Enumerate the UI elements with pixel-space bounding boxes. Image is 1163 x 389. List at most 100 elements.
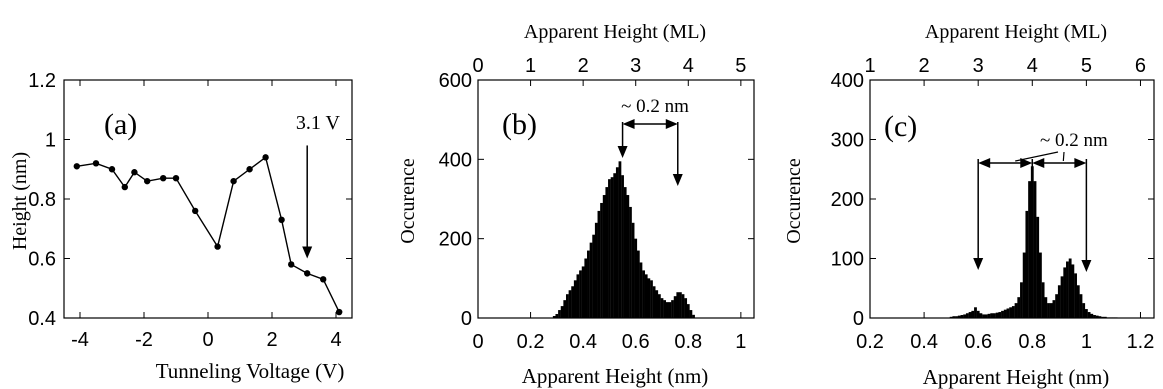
panel-b-xlabel: Apparent Height (nm)	[522, 364, 709, 388]
panel-b-bar	[602, 195, 606, 318]
panel-c-xtick-label: 0.8	[1018, 331, 1046, 353]
panel-c-bar	[1066, 261, 1069, 318]
panel-a-annotation-arrow-head	[302, 246, 313, 259]
panel-b-bar	[657, 294, 661, 318]
panel-b-top-tick-label: 0	[472, 55, 483, 77]
panel-a-xlabel: Tunneling Voltage (V)	[156, 359, 345, 383]
panel-b-ytick-label: 400	[439, 149, 472, 171]
panel-a-data-point	[214, 243, 221, 250]
panel-b-bar	[689, 310, 693, 318]
panel-c-leader-line-right	[1062, 151, 1065, 162]
panel-b-bar	[618, 161, 622, 318]
panel-c-bar	[1057, 285, 1061, 318]
panel-b-ytick-label: 0	[461, 308, 472, 330]
panel-b-bar	[671, 300, 674, 318]
panel-b-bar	[679, 292, 682, 318]
panel-b-bar	[584, 258, 588, 318]
panel-a-data-point	[304, 270, 311, 277]
panel-c-annotation-label: ~ 0.2 nm	[1040, 130, 1108, 151]
panel-c-bar	[1003, 309, 1007, 318]
panel-a-xtick-label: -4	[71, 329, 89, 351]
panel-b-xtick-label: 0	[472, 331, 483, 353]
panel-a-data-point	[108, 166, 116, 173]
panel-b-annotation-label: ~ 0.2 nm	[621, 96, 689, 117]
panel-c-bar	[968, 312, 972, 318]
panel-b-xtick-label: 0.4	[569, 331, 597, 353]
panel-c-bar	[949, 316, 953, 318]
panel-b-bar	[686, 304, 690, 318]
panel-c-bar	[1098, 316, 1102, 318]
panel-b-bar	[652, 286, 656, 318]
panel-c-bar	[1028, 181, 1032, 318]
panel-c-top-tick-label: 1	[864, 55, 875, 77]
panel-c-bar	[952, 316, 956, 318]
panel-b-bar	[650, 280, 653, 318]
panel-a-xtick-label: 2	[266, 329, 277, 351]
panel-b-bar	[552, 316, 556, 318]
panel-b-bar	[655, 290, 659, 318]
panel-b-bar	[647, 278, 651, 318]
panel-a-data-point	[192, 207, 199, 215]
panel-c-dimension-arrow-right-a	[1032, 158, 1045, 168]
panel-b-top-tick-label: 2	[578, 55, 589, 77]
panel-a-data-point	[144, 177, 151, 185]
panel-c-ytick-label: 400	[831, 70, 864, 92]
panel-c-ytick-label: 200	[831, 189, 864, 211]
panel-b-bar	[613, 173, 617, 318]
panel-a-ytick-label: 1.2	[28, 70, 56, 92]
panel-c-bar	[1055, 294, 1059, 318]
panel-c-bar	[1011, 306, 1015, 318]
panel-b-bar	[676, 292, 680, 318]
panel-c-bar	[1082, 303, 1086, 318]
panel-b-bar	[600, 202, 603, 318]
panel-c-bar	[1025, 210, 1029, 318]
panel-c-top-tick-label: 2	[919, 55, 930, 77]
panel-b-bar	[597, 210, 601, 318]
panel-b-label: (b)	[502, 108, 537, 141]
panel-c-bar	[1093, 315, 1096, 318]
panel-b-xtick-label: 0.2	[517, 331, 545, 353]
panel-b-bar	[605, 187, 609, 318]
panel-a-data-point	[172, 174, 180, 182]
panel-c-bar	[1017, 297, 1021, 318]
panel-c-bar	[1079, 294, 1083, 318]
panel-b-bar	[634, 238, 638, 318]
panel-c-bar	[1114, 317, 1118, 318]
panel-b-bar	[568, 290, 572, 318]
panel-b-bar	[571, 286, 575, 318]
panel-a-data-point	[73, 163, 81, 170]
panel-c-bar	[984, 314, 988, 318]
panel-c-bar	[1009, 307, 1013, 318]
panel-c-bar	[1022, 252, 1026, 318]
panel-b-bar	[692, 314, 695, 318]
panel-b-bar	[576, 274, 580, 318]
panel-b-marker-arrow-right	[672, 174, 683, 186]
panel-b-bar	[610, 177, 614, 318]
panel-a-data-point	[320, 276, 327, 283]
panel-b-bar	[587, 250, 590, 318]
panel-c-bar	[982, 314, 986, 318]
panel-c-bar	[976, 310, 980, 318]
panel-b-top-tick-label: 1	[525, 55, 536, 77]
panel-c-bar	[1038, 252, 1042, 318]
panel-a-data-point	[288, 261, 295, 268]
panel-c-bar	[990, 313, 994, 318]
panel-a-xtick-label: -2	[135, 329, 153, 351]
panel-c-xlabel: Apparent Height (nm)	[923, 365, 1110, 389]
panel-b-bar	[563, 300, 567, 318]
panel-a-data-point	[246, 166, 253, 173]
panel-a-data-point	[92, 160, 100, 167]
panel-b-dimension-arrow-left	[622, 119, 635, 129]
panel-b-bar	[560, 306, 564, 318]
panel-c-bar	[974, 307, 977, 318]
panel-b-bar	[626, 195, 630, 318]
panel-a-data-point	[278, 216, 285, 224]
panel-c-bar	[1103, 316, 1107, 318]
panel-c-ytick-label: 100	[831, 249, 864, 271]
panel-c-bar	[955, 316, 958, 318]
panel-c-ytick-label: 300	[831, 130, 864, 152]
panel-b-bar	[581, 266, 585, 318]
panel-c-dimension-arrow-right-b	[1074, 158, 1087, 168]
panel-b-bar	[565, 294, 569, 318]
panel-a-ytick-label: 0.6	[28, 249, 56, 271]
